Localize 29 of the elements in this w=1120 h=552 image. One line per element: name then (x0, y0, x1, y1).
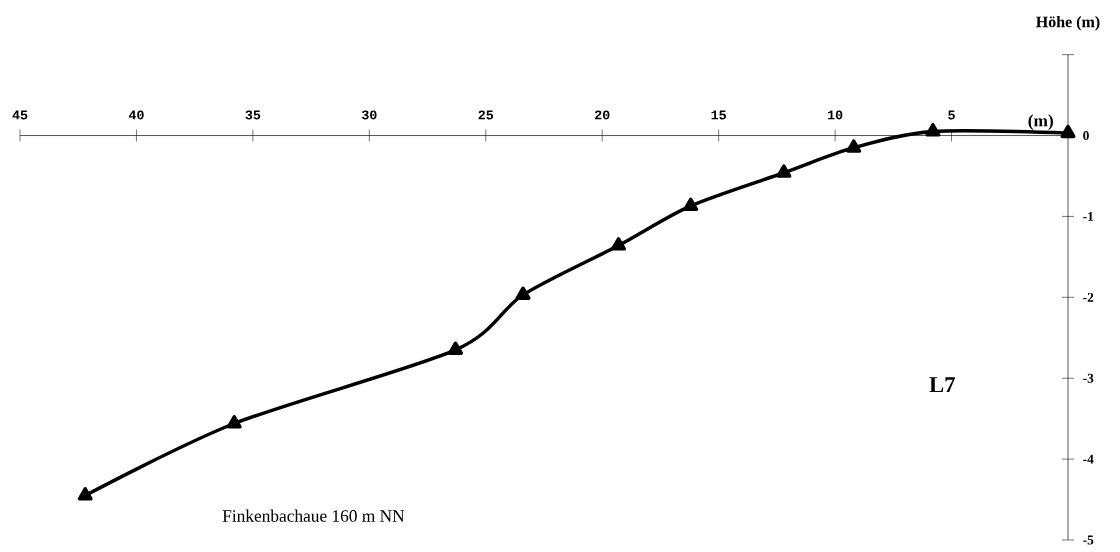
x-tick-label: 5 (948, 110, 955, 120)
y-tick-label: -5 (1083, 535, 1094, 545)
y-tick-label: -4 (1083, 454, 1094, 464)
y-tick-label: -1 (1083, 212, 1094, 221)
point (515, 286, 531, 300)
point (447, 341, 464, 355)
y-tick-label: -2 (1083, 292, 1094, 302)
point (611, 237, 627, 251)
y-tick-label: 0 (1083, 131, 1089, 141)
point (776, 164, 792, 178)
point (846, 139, 862, 153)
point (77, 487, 93, 501)
point (925, 123, 941, 137)
x-tick-label: 30 (361, 110, 377, 120)
point (1060, 124, 1076, 139)
x-axis-title: (m) (1028, 114, 1053, 131)
y-tick-label: -3 (1083, 373, 1094, 383)
x-tick-label: 20 (595, 110, 610, 120)
annotation: Finkenbachaue 160 m NN (222, 509, 405, 522)
x-tick-label: 15 (711, 110, 726, 120)
x-tick-label: 45 (12, 110, 28, 120)
x-tick-label: 40 (128, 110, 144, 120)
x-tick-label: 35 (245, 110, 261, 120)
point (683, 197, 699, 211)
x-tick-label: 25 (478, 110, 494, 120)
annotation: L7 (929, 377, 955, 393)
y-axis-title: Höhe (m) (1036, 16, 1100, 31)
x-tick-label: 10 (828, 110, 843, 120)
point (226, 415, 242, 429)
